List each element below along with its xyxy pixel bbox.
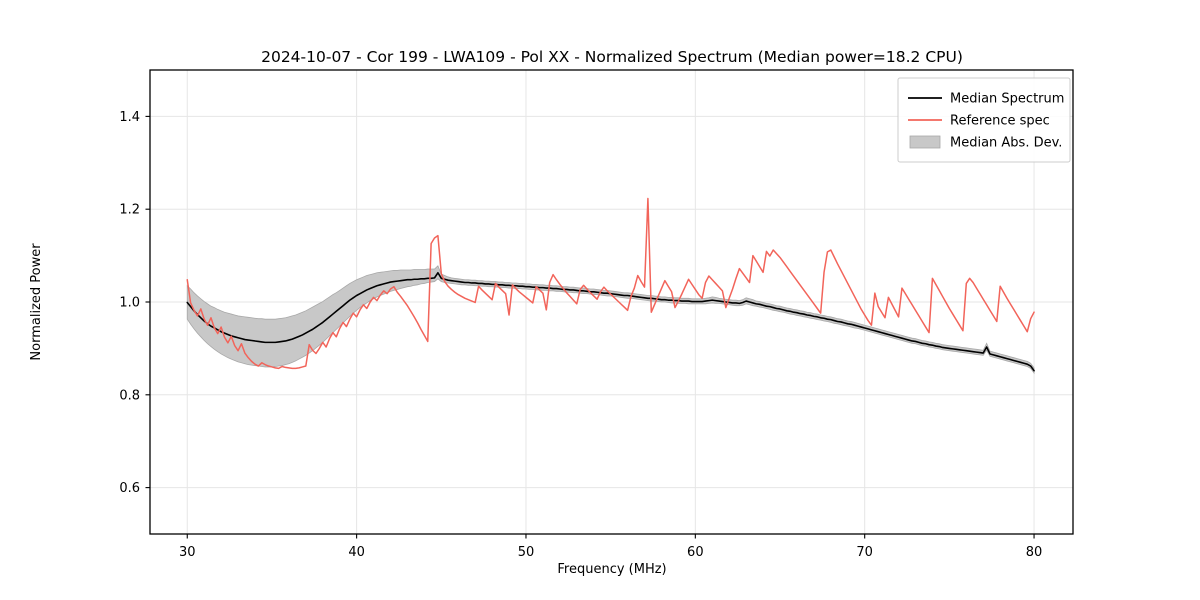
y-tick-label: 1.2 (119, 203, 140, 218)
y-tick-label: 0.6 (119, 481, 140, 496)
chart-title: 2024-10-07 - Cor 199 - LWA109 - Pol XX -… (261, 48, 963, 66)
y-axis-label: Normalized Power (29, 243, 44, 361)
legend-label-reference-spec: Reference spec (950, 114, 1050, 129)
x-tick-label: 40 (348, 545, 365, 560)
x-tick-label: 80 (1026, 545, 1043, 560)
series-line-reference-spec (186, 197, 1035, 370)
chart-legend[interactable]: Median Spectrum Reference spec Median Abs.… (897, 77, 1071, 163)
y-tick-label: 0.8 (119, 388, 140, 403)
legend-label-median-abs-dev-: Median Abs. Dev. (950, 136, 1062, 151)
y-tick-label: 1.4 (119, 110, 140, 125)
x-tick-label: 50 (518, 545, 535, 560)
legend-label-median-spectrum: Median Spectrum (950, 92, 1064, 107)
x-tick-label: 70 (856, 545, 873, 560)
axis-ticks (145, 115, 1035, 539)
y-tick-label: 1.0 (119, 296, 140, 311)
x-tick-label: 30 (179, 545, 196, 560)
x-axis-label: Frequency (MHz) (557, 562, 666, 577)
median-abs-dev-band (186, 265, 1035, 375)
legend-swatch-band (909, 135, 941, 149)
x-tick-label: 60 (687, 545, 704, 560)
mad-band-area (186, 265, 1035, 375)
data-series (186, 197, 1035, 372)
axis-tick-labels: 30 40 50 60 70 80 0.6 0.8 1.0 1.2 1.4 (119, 110, 1042, 560)
legend-box (897, 77, 1071, 163)
